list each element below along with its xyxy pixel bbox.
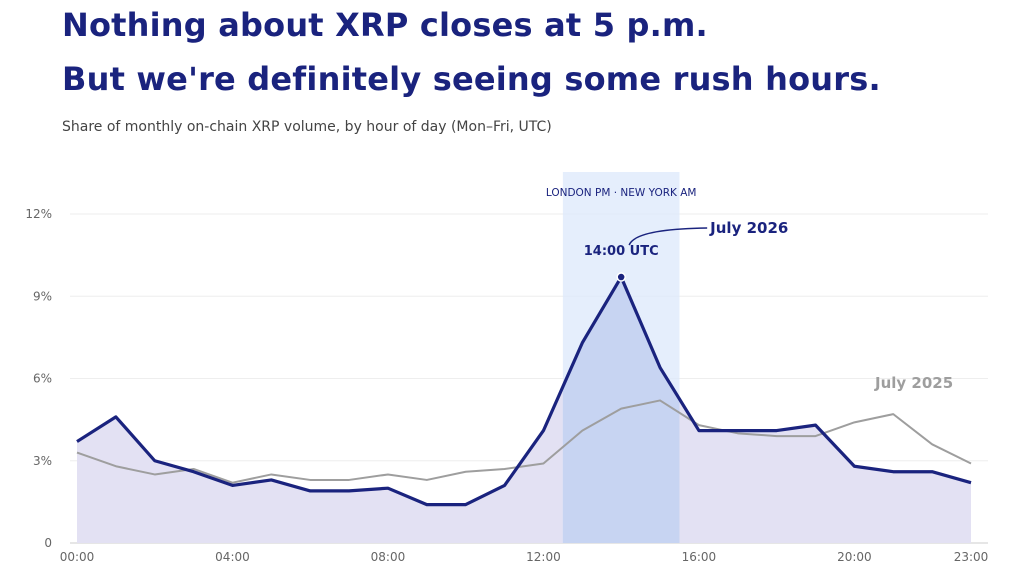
series-label-july-2025: July 2025 (874, 374, 953, 392)
peak-annotation: 14:00 UTC (584, 244, 659, 259)
y-tick-label: 6% (33, 372, 52, 386)
headline-line-1: Nothing about XRP closes at 5 p.m. (62, 6, 708, 44)
series-line-july-2026 (76, 275, 972, 507)
series-label-july-2026: July 2026 (709, 219, 788, 237)
highlight-band-label: LONDON PM · NEW YORK AM (546, 187, 697, 199)
x-tick-label: 20:00 (837, 550, 872, 564)
chart-subtitle: Share of monthly on-chain XRP volume, by… (62, 119, 552, 135)
peak-point (616, 272, 626, 282)
headline-line-2: But we're definitely seeing some rush ho… (62, 60, 881, 98)
callout-connector (628, 227, 708, 246)
y-tick-label: 12% (25, 207, 52, 221)
x-tick-label: 12:00 (526, 550, 561, 564)
x-tick-label: 16:00 (682, 550, 717, 564)
y-tick-label: 9% (33, 289, 52, 303)
x-tick-label: 04:00 (215, 550, 250, 564)
y-tick-label: 0 (44, 536, 52, 550)
x-tick-label: 00:00 (60, 550, 95, 564)
area-fill-july-2026 (77, 277, 971, 543)
x-tick-label: 08:00 (371, 550, 406, 564)
y-tick-label: 3% (33, 454, 52, 468)
x-tick-label: 23:00 (954, 550, 989, 564)
highlight-band-area (562, 277, 680, 543)
